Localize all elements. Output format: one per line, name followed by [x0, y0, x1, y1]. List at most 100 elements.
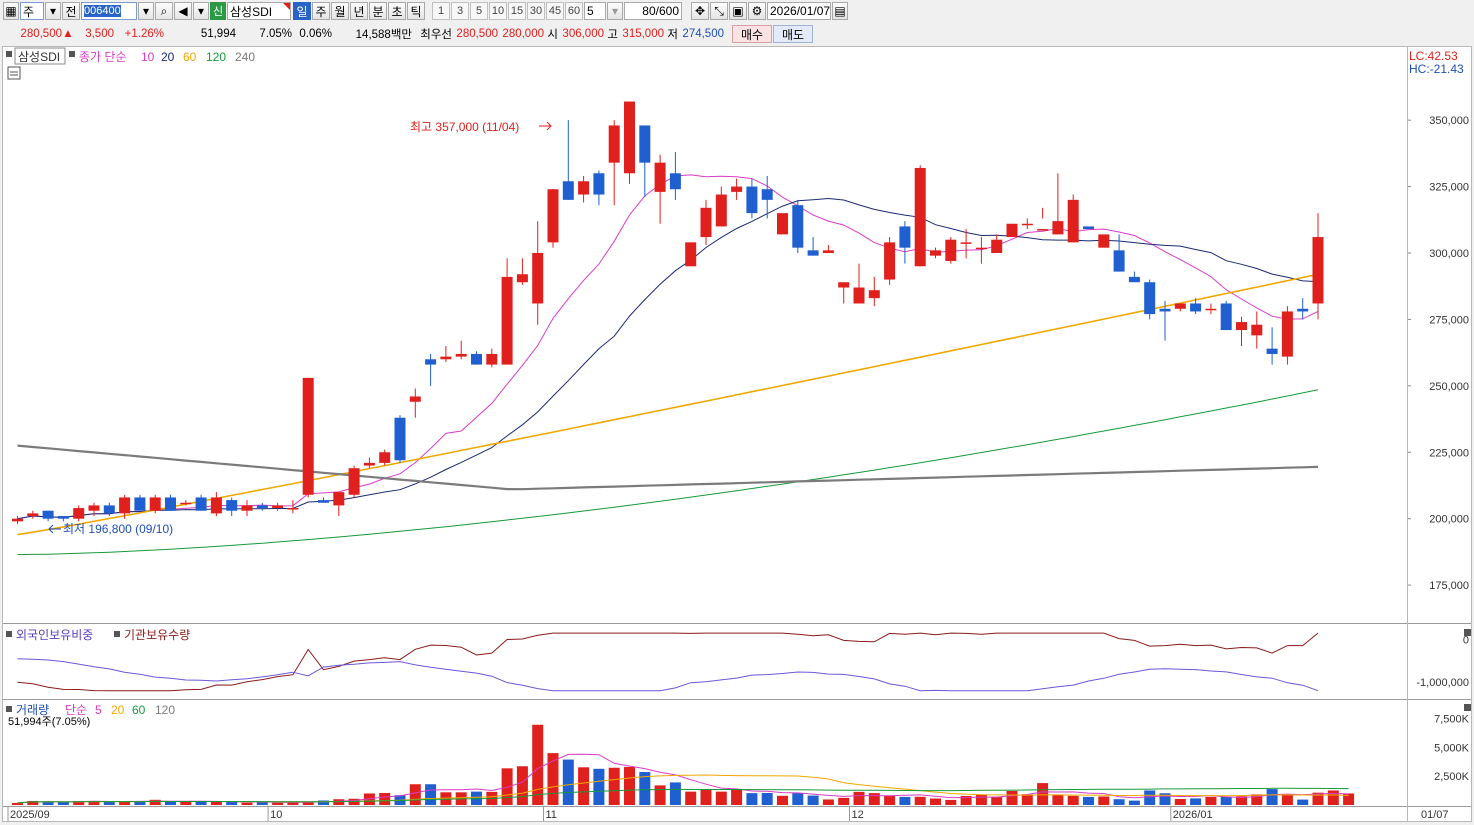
chart-container[interactable]: 350,000 325,000 300,000 275,000 250,000 225,0…	[2, 46, 1472, 822]
type-select[interactable]: 주	[20, 2, 44, 20]
chart-svg[interactable]: 350,000 325,000 300,000 275,000 250,000 225,0…	[3, 47, 1471, 821]
candle-body	[1174, 303, 1186, 309]
legend-ma-120: 120	[206, 50, 226, 64]
count-value: 5	[587, 4, 594, 18]
candle-body	[654, 162, 666, 192]
volume-bar	[807, 795, 819, 805]
price-ytick-label: 250,000	[1429, 381, 1469, 393]
candle-body	[226, 500, 238, 511]
best-label: 최우선	[420, 29, 452, 41]
flag-icon	[283, 3, 290, 10]
lc-label: LC:42.53	[1409, 49, 1458, 63]
period-tab[interactable]: 일	[293, 2, 311, 20]
volume-bar	[134, 801, 146, 805]
candle-body	[12, 518, 23, 522]
date-input[interactable]: 2026/01/07	[767, 2, 831, 20]
minute-step-button[interactable]: 10	[489, 2, 507, 20]
volume-bar	[1236, 796, 1247, 805]
period-tab[interactable]: 주	[312, 2, 330, 20]
volume-bar	[700, 789, 712, 805]
volume-ma-20: 20	[111, 703, 125, 717]
foreign-line	[17, 658, 1319, 692]
candle-body	[593, 173, 605, 195]
candle-body	[838, 282, 850, 288]
compare-icon[interactable]: ⤡	[710, 2, 728, 20]
candle-body	[318, 500, 329, 503]
minute-step-button[interactable]: 45	[546, 2, 564, 20]
volume-panel-close-icon[interactable]	[1464, 704, 1471, 711]
period-tab[interactable]: 분	[369, 2, 387, 20]
count-input[interactable]: 5	[584, 2, 606, 20]
volume-bar	[1266, 789, 1278, 805]
legend-name-box[interactable]	[14, 47, 66, 65]
candle-body	[57, 516, 69, 519]
legend-ma-60: 60	[183, 50, 197, 64]
volume-bar	[884, 796, 896, 805]
type-select-value: 주	[23, 4, 35, 19]
range-input[interactable]: 80/600	[624, 2, 682, 20]
stock-name-field[interactable]: 삼성SDI	[227, 2, 291, 20]
volume-bar	[42, 801, 54, 805]
volume-bar	[593, 768, 605, 805]
period-tab[interactable]: 월	[331, 2, 349, 20]
volume-bar	[547, 753, 559, 805]
holding-title-2: 기관보유수량	[124, 628, 190, 642]
period-tab[interactable]: 년	[350, 2, 368, 20]
save-icon[interactable]: ▣	[729, 2, 747, 20]
minute-step-button[interactable]: 5	[470, 2, 488, 20]
minute-step-button[interactable]: 60	[565, 2, 583, 20]
volume-bar	[180, 801, 192, 805]
volume-bar	[975, 794, 987, 805]
code-dropdown-icon[interactable]: ▾	[138, 2, 154, 20]
gear-icon[interactable]: ⚙	[748, 2, 766, 20]
volume-square-icon	[6, 706, 12, 712]
holding-ytick-label: -1,000,000	[1416, 677, 1469, 689]
volume-bar	[103, 801, 115, 805]
low-annotation: 최저 196,800 (09/10)	[63, 522, 173, 536]
prev-button[interactable]: 전	[62, 2, 80, 20]
candle-body	[501, 276, 513, 365]
minute-step-button[interactable]: 3	[451, 2, 469, 20]
volume-bar	[1021, 794, 1033, 805]
minute-step-button[interactable]: 15	[508, 2, 526, 20]
period-tab[interactable]: 초	[388, 2, 406, 20]
minute-step-button[interactable]: 30	[527, 2, 545, 20]
type-dropdown-icon[interactable]: ▾	[45, 2, 61, 20]
candle-body	[1220, 303, 1232, 331]
calculator-icon[interactable]	[7, 66, 21, 80]
volume-bar	[991, 796, 1003, 805]
candle-body	[394, 417, 406, 461]
menu-icon[interactable]: ▦	[3, 2, 19, 20]
chart-tool-icon[interactable]: ✥	[691, 2, 709, 20]
buy-button[interactable]: 매수	[732, 25, 772, 43]
period-tab[interactable]: 틱	[407, 2, 425, 20]
candle-body	[363, 462, 375, 466]
candle-body	[685, 242, 697, 267]
open-label: 시	[547, 29, 558, 41]
best-buy: 280,000	[502, 28, 544, 40]
volume-bar	[1205, 796, 1217, 805]
holding-panel-close-icon[interactable]	[1464, 629, 1471, 636]
volume-bar	[363, 793, 375, 805]
code-value: 006400	[84, 5, 121, 17]
speaker-icon[interactable]: ◀	[174, 2, 192, 20]
volume-bar	[165, 801, 176, 805]
speaker-dropdown-icon[interactable]: ▾	[193, 2, 209, 20]
candle-body	[547, 189, 559, 243]
calendar-icon[interactable]: ▤	[832, 2, 848, 20]
count-dropdown-icon[interactable]: ▾	[607, 2, 623, 20]
holding-ytick-label: 0	[1463, 635, 1469, 647]
code-input[interactable]: 006400	[81, 2, 137, 20]
volume-bar	[256, 802, 268, 805]
price-ytick-label: 225,000	[1429, 447, 1469, 459]
high-annotation: 최고 357,000 (11/04)	[410, 120, 519, 134]
volume-bar	[119, 801, 131, 805]
legend-stock-name: 삼성SDI	[18, 50, 60, 64]
sell-button[interactable]: 매도	[773, 25, 813, 43]
search-icon[interactable]: ⌕	[155, 2, 173, 20]
volume-bar	[333, 799, 345, 805]
volume-value: 51,994	[200, 28, 236, 40]
volume-bar	[1312, 792, 1324, 805]
minute-step-button[interactable]: 1	[432, 2, 450, 20]
